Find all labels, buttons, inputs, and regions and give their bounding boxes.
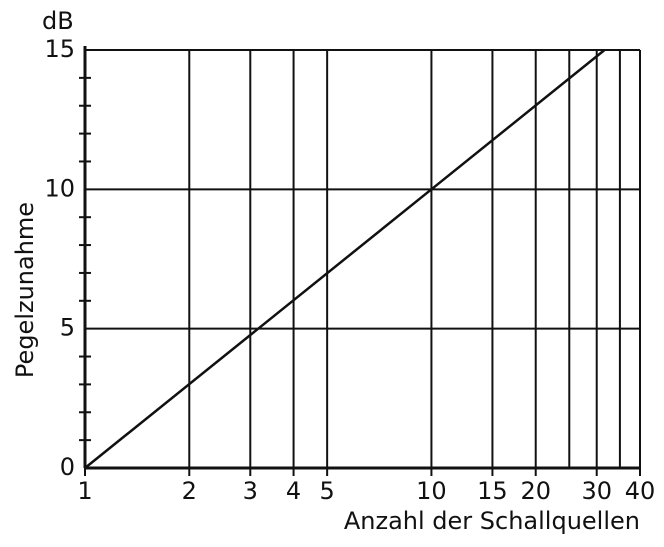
x-tick-label: 5 (320, 477, 335, 505)
x-axis-label: Anzahl der Schallquellen (344, 507, 640, 535)
data-line (84, 49, 606, 469)
y-tick-label: 5 (60, 314, 75, 342)
y-unit: dB (42, 7, 74, 35)
x-tick-label: 1 (77, 477, 92, 505)
x-tick-label: 30 (581, 477, 612, 505)
x-tick-label: 40 (625, 477, 656, 505)
y-axis-label: Pegelzunahme (11, 202, 39, 378)
y-tick-label: 10 (44, 174, 75, 202)
x-tick-label: 10 (416, 477, 447, 505)
x-tick-label: 15 (477, 477, 508, 505)
x-tick-label: 3 (243, 477, 258, 505)
y-tick-label: 15 (44, 35, 75, 63)
x-tick-label: 4 (286, 477, 301, 505)
x-tick-label: 2 (182, 477, 197, 505)
x-tick-label: 20 (520, 477, 551, 505)
y-tick-label: 0 (60, 453, 75, 481)
